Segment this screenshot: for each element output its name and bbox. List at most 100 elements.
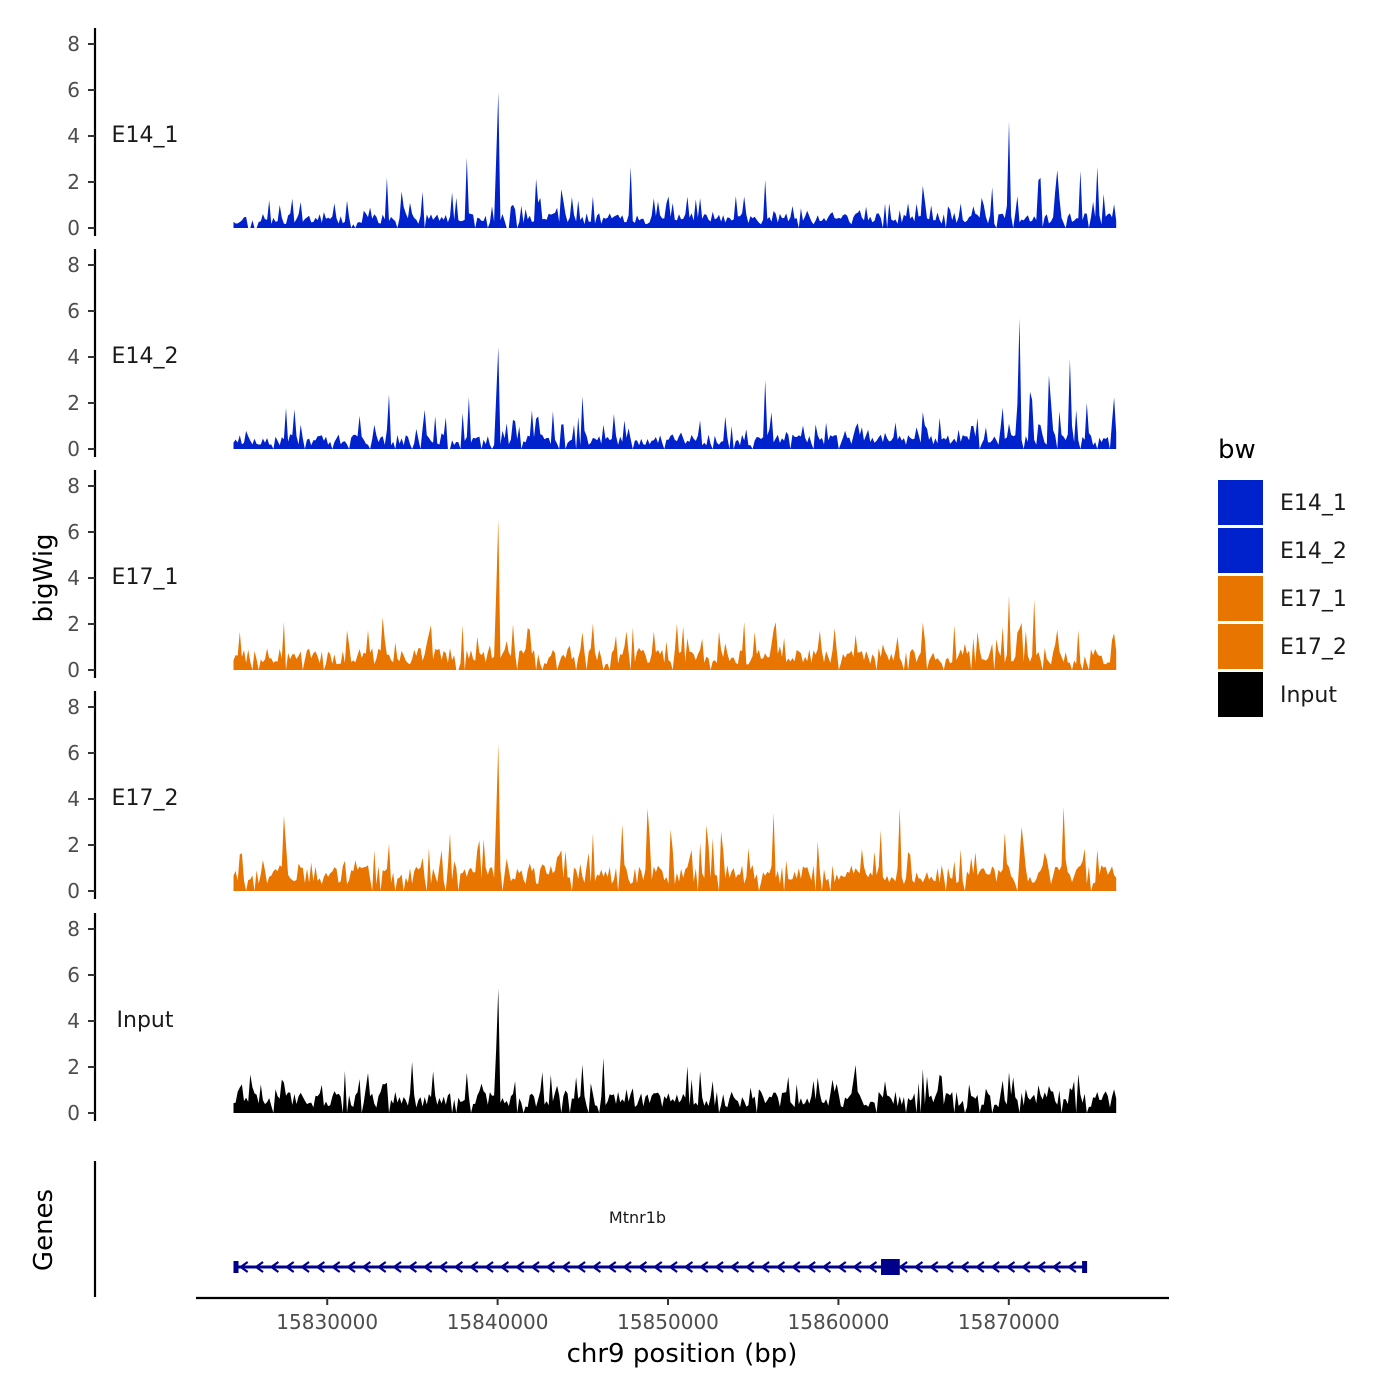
- strand-arrow: [269, 1261, 280, 1273]
- signal-area-E14_1: [233, 92, 1117, 228]
- y-tick-label: 8: [67, 32, 80, 56]
- gene-label: Mtnr1b: [609, 1208, 666, 1227]
- y-tick-label: 0: [67, 658, 80, 682]
- strand-arrow: [867, 1261, 878, 1273]
- y-tick-label: 8: [67, 695, 80, 719]
- strand-arrow: [806, 1261, 816, 1273]
- y-tick-label: 2: [67, 1055, 80, 1079]
- y-tick-label: 0: [67, 879, 80, 903]
- track-label: E17_2: [112, 786, 179, 811]
- strand-arrow: [407, 1261, 418, 1273]
- strand-arrow: [315, 1261, 326, 1273]
- legend-label: E14_2: [1280, 539, 1347, 564]
- genes-track-title: Genes: [29, 1189, 59, 1271]
- y-tick-label: 0: [67, 437, 80, 461]
- strand-arrow: [530, 1261, 540, 1273]
- strand-arrow: [637, 1261, 648, 1273]
- strand-arrow: [468, 1261, 479, 1273]
- legend-swatch: [1218, 480, 1263, 525]
- x-axis-title: chr9 position (bp): [567, 1339, 798, 1369]
- y-tick-label: 4: [67, 1009, 80, 1033]
- strand-arrow: [652, 1261, 663, 1273]
- gene-exon: [233, 1261, 239, 1273]
- strand-arrow: [392, 1261, 402, 1273]
- signal-area-Input: [233, 988, 1117, 1113]
- strand-arrow: [438, 1261, 448, 1273]
- track-label: E14_2: [112, 344, 179, 369]
- strand-arrow: [499, 1261, 510, 1273]
- gene-track: Mtnr1b: [93, 1161, 1088, 1297]
- strand-arrow: [346, 1261, 356, 1273]
- strand-arrow: [254, 1261, 264, 1273]
- strand-arrow: [514, 1261, 525, 1273]
- y-tick-label: 6: [67, 741, 80, 765]
- legend-label: E17_2: [1280, 635, 1347, 660]
- strand-arrow: [928, 1261, 939, 1273]
- y-tick-label: 6: [67, 299, 80, 323]
- legend-label: Input: [1280, 683, 1337, 708]
- legend-label: E17_1: [1280, 587, 1347, 612]
- strand-arrow: [913, 1261, 924, 1273]
- y-axis-title: bigWig: [29, 533, 59, 622]
- legend-swatch: [1218, 672, 1263, 717]
- legend-item-E14_1: E14_1: [1218, 480, 1347, 525]
- gene-Mtnr1b: Mtnr1b: [233, 1208, 1088, 1275]
- y-tick-label: 8: [67, 917, 80, 941]
- gene-exon: [881, 1259, 900, 1275]
- track-E14_1: 0 2 4 6 8 E14_1: [67, 28, 1117, 240]
- x-tick-label: 15850000: [617, 1310, 719, 1334]
- legend-label: E14_1: [1280, 491, 1347, 516]
- strand-arrow: [238, 1261, 249, 1273]
- strand-arrow: [990, 1261, 1000, 1273]
- strand-arrow: [560, 1261, 571, 1273]
- strand-arrow: [974, 1261, 985, 1273]
- strand-arrow: [821, 1261, 832, 1273]
- x-tick-label: 15860000: [788, 1310, 890, 1334]
- x-tick-label: 15830000: [276, 1310, 378, 1334]
- strand-arrow: [576, 1261, 586, 1273]
- strand-arrow: [376, 1261, 387, 1273]
- strand-arrow: [698, 1261, 709, 1273]
- y-tick-label: 0: [67, 1101, 80, 1125]
- track-Input: 0 2 4 6 8 Input: [67, 913, 1117, 1125]
- legend-swatch: [1218, 624, 1263, 669]
- signal-area-E17_2: [233, 743, 1117, 891]
- y-tick-label: 8: [67, 253, 80, 277]
- legend-item-E17_2: E17_2: [1218, 624, 1347, 669]
- track-label: E14_1: [112, 123, 179, 148]
- track-label: Input: [117, 1008, 174, 1033]
- legend: bw E14_1 E14_2 E17_1 E17_2 Input: [1218, 435, 1347, 717]
- y-tick-label: 4: [67, 345, 80, 369]
- strand-arrow: [606, 1261, 617, 1273]
- legend-items: E14_1 E14_2 E17_1 E17_2 Input: [1218, 480, 1347, 717]
- strand-arrow: [545, 1261, 556, 1273]
- strand-arrow: [729, 1261, 740, 1273]
- y-tick-label: 6: [67, 520, 80, 544]
- strand-arrow: [1005, 1261, 1016, 1273]
- strand-arrow: [744, 1261, 755, 1273]
- strand-arrow: [944, 1261, 954, 1273]
- gene-exon: [1082, 1261, 1088, 1273]
- y-tick-label: 2: [67, 170, 80, 194]
- y-tick-label: 6: [67, 78, 80, 102]
- x-tick-label: 15840000: [447, 1310, 549, 1334]
- y-tick-label: 6: [67, 963, 80, 987]
- y-tick-label: 4: [67, 566, 80, 590]
- strand-arrow: [683, 1261, 694, 1273]
- legend-item-E17_1: E17_1: [1218, 576, 1347, 621]
- bigwig-tracks: 0 2 4 6 8 E14_1 0 2 4 6 8 E14_2 0 2 4 6 8 E17_1 0 2 4 6 8 E17_2…: [67, 28, 1117, 1125]
- strand-arrow: [484, 1261, 494, 1273]
- y-tick-label: 2: [67, 833, 80, 857]
- strand-arrow: [790, 1261, 801, 1273]
- legend-item-Input: Input: [1218, 672, 1337, 717]
- strand-arrow: [622, 1261, 632, 1273]
- track-E17_1: 0 2 4 6 8 E17_1: [67, 470, 1117, 682]
- legend-swatch: [1218, 528, 1263, 573]
- signal-area-E14_2: [233, 318, 1117, 449]
- strand-arrow: [775, 1261, 786, 1273]
- y-tick-label: 0: [67, 216, 80, 240]
- y-tick-label: 4: [67, 787, 80, 811]
- strand-arrow: [453, 1261, 464, 1273]
- strand-arrow: [1020, 1261, 1031, 1273]
